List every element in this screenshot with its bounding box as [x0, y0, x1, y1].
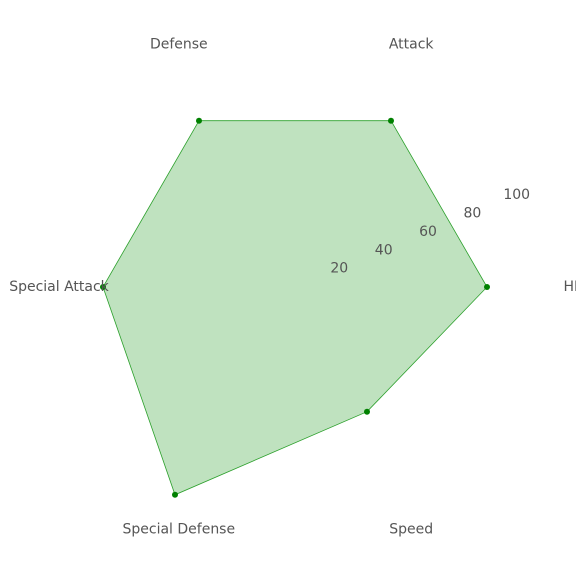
- radar-point-special-defense: [172, 491, 178, 498]
- axis-label-attack: Attack: [389, 37, 435, 53]
- axis-label-speed: Speed: [389, 522, 433, 538]
- axis-label-layer: HP Attack Defense Special Attack Special Def…: [9, 37, 576, 538]
- radial-tick-80: 80: [463, 206, 481, 222]
- axis-label-hp: HP: [564, 279, 576, 295]
- radar-marker-layer: [100, 117, 490, 498]
- radial-tick-20: 20: [330, 261, 348, 277]
- radar-area-layer: [102, 120, 488, 496]
- axis-label-defense: Defense: [150, 37, 208, 53]
- radar-point-hp: [484, 284, 490, 290]
- radial-tick-60: 60: [419, 224, 437, 240]
- radar-point-speed: [364, 408, 370, 415]
- radar-series-area: [102, 120, 488, 496]
- radar-point-defense: [196, 117, 202, 124]
- axis-label-special-defense: Special Defense: [122, 522, 235, 538]
- radar-point-special-attack: [100, 284, 106, 290]
- radial-tick-layer: 20 40 60 80 100: [330, 187, 530, 276]
- axis-label-special-attack: Special Attack: [9, 279, 109, 295]
- radial-tick-40: 40: [375, 242, 393, 258]
- radial-tick-100: 100: [503, 187, 530, 203]
- radar-point-attack: [388, 117, 394, 124]
